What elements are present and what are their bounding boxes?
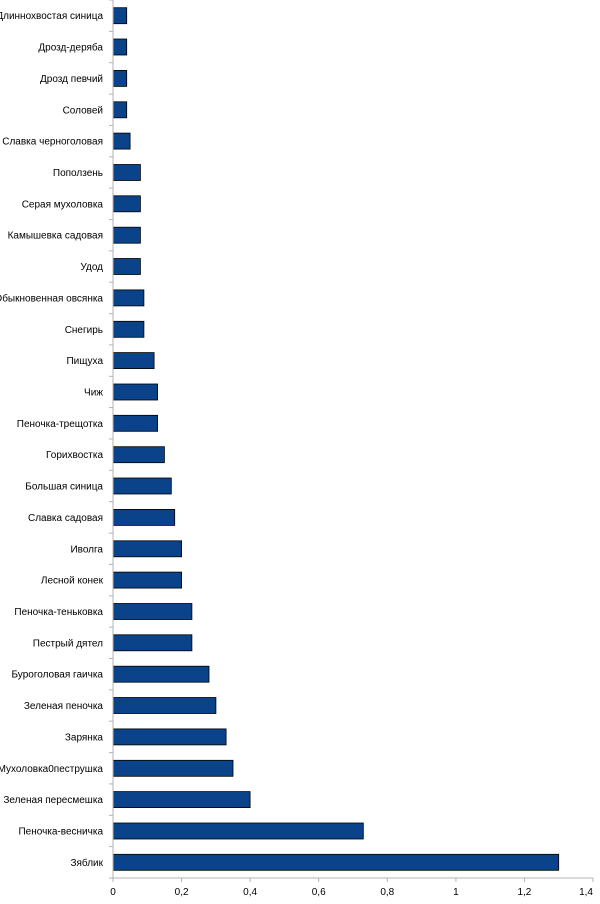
bar: [112, 132, 131, 150]
category-label: Дрозд певчий: [40, 74, 103, 85]
category-label: Пеночка-теньковка: [14, 607, 103, 618]
x-tick-label: 0,8: [380, 887, 394, 898]
bar: [112, 320, 145, 338]
x-tick-label: 0,2: [175, 887, 189, 898]
category-label: Пищуха: [66, 356, 103, 367]
bar: [112, 697, 217, 714]
bar: [112, 101, 128, 119]
category-label: Пестрый дятел: [33, 638, 103, 649]
category-label: Славка черноголовая: [2, 137, 103, 148]
bar: [112, 7, 128, 25]
x-axis: 0 0,2 0,4 0,6 0,8 1 1,2 1,4: [109, 0, 594, 898]
category-label: Большая синица: [25, 482, 103, 493]
x-tick-label: 1,4: [579, 887, 593, 898]
x-tick-label: 1: [453, 887, 459, 898]
category-labels: Длиннохвостая синица Дрозд-деряба Дрозд пе…: [0, 11, 104, 869]
bar: [112, 791, 251, 808]
x-tick-label: 0: [110, 887, 116, 898]
bars-layer: [112, 7, 560, 871]
bar: [112, 508, 176, 526]
category-label: Длиннохвостая синица: [0, 11, 103, 22]
bar: [112, 70, 128, 87]
bar: [112, 853, 560, 871]
category-label: Пеночка-весничка: [18, 827, 103, 838]
bar: [112, 822, 364, 840]
category-label: Славка садовая: [28, 513, 103, 524]
bar: [112, 383, 158, 401]
bar: [112, 571, 182, 589]
bar: [112, 446, 165, 464]
category-label: Горихвостка: [46, 450, 103, 461]
bar: [112, 603, 193, 620]
category-label: Мухоловка0пеструшка: [0, 764, 103, 775]
bar: [112, 477, 172, 495]
bar: [112, 164, 141, 181]
bar: [112, 38, 128, 56]
category-label: Поползень: [53, 168, 103, 179]
bar: [112, 258, 141, 275]
bar: [112, 226, 141, 244]
category-label: Зарянка: [65, 732, 104, 743]
bar: [112, 665, 210, 683]
x-tick-label: 1,2: [517, 887, 531, 898]
bar: [112, 540, 182, 558]
category-label: Соловей: [63, 105, 103, 116]
category-label: Иволга: [70, 544, 103, 555]
bar: [112, 352, 155, 370]
category-label: Чиж: [84, 388, 103, 399]
bar: [112, 759, 234, 777]
category-label: Серая мухоловка: [22, 199, 104, 210]
category-label: Дрозд-деряба: [38, 42, 103, 54]
category-label: Зеленая пересмешка: [3, 795, 103, 806]
category-label: Лесной конек: [41, 576, 104, 587]
bar: [112, 728, 227, 746]
category-label: Снегирь: [65, 325, 103, 336]
x-tick-label: 0,6: [312, 887, 326, 898]
category-label: Пеночка-трещотка: [17, 419, 104, 430]
x-tick-label: 0,4: [243, 887, 257, 898]
category-label: Буроголовая гаичка: [11, 670, 103, 681]
category-label: Зяблик: [70, 857, 103, 869]
bar: [112, 414, 158, 432]
bar: [112, 195, 141, 213]
bar: [112, 289, 145, 307]
bar: [112, 634, 193, 652]
category-label: Удод: [80, 262, 103, 273]
category-label: Зеленая пеночка: [24, 701, 104, 712]
category-label: Камышевка садовая: [8, 231, 103, 242]
category-label: Обыкновенная овсянка: [0, 292, 103, 304]
